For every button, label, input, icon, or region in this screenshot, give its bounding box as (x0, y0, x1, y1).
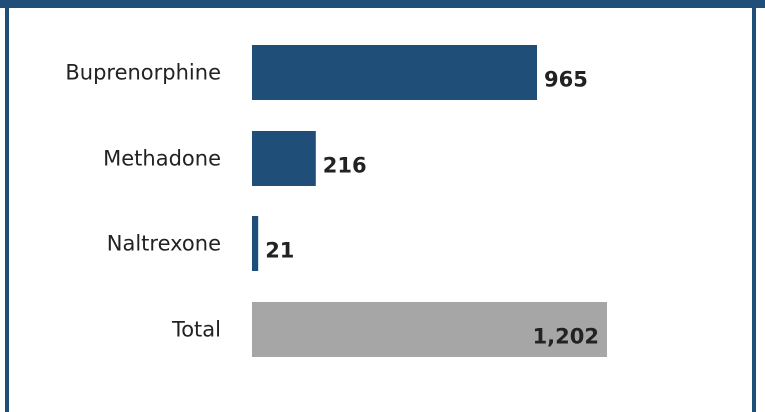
value-label: 216 (323, 154, 367, 178)
bar-total (252, 302, 607, 357)
value-label: 1,202 (533, 325, 599, 349)
panel-left-border (5, 0, 9, 412)
value-label: 21 (265, 239, 294, 263)
bar-methadone (252, 131, 316, 186)
panel-right-border (752, 0, 756, 412)
category-label: Methadone (103, 147, 221, 171)
panel-top-border (0, 0, 765, 8)
category-label: Buprenorphine (65, 61, 221, 85)
category-label: Naltrexone (107, 232, 221, 256)
bar-naltrexone (252, 216, 259, 271)
category-label: Total (171, 318, 221, 342)
bar-buprenorphine (252, 45, 537, 100)
value-label: 965 (544, 68, 588, 92)
